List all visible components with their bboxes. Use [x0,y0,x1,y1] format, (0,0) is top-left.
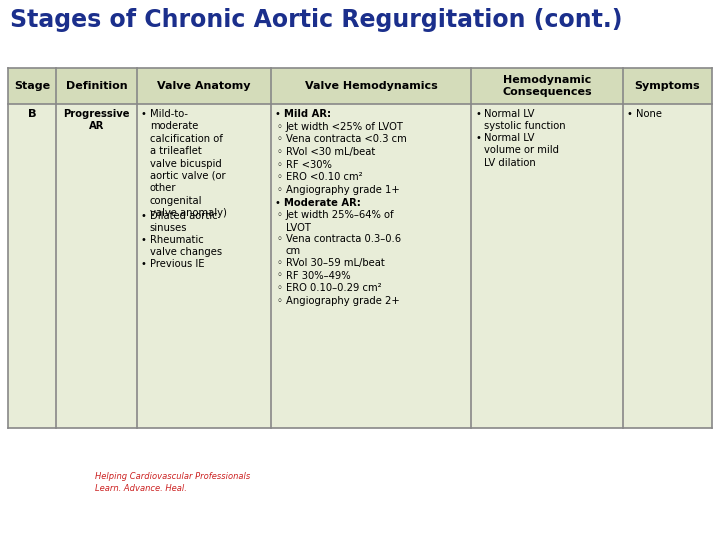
Text: Dilated aortic
sinuses: Dilated aortic sinuses [150,211,217,233]
Text: •: • [274,198,281,207]
Text: ERO <0.10 cm²: ERO <0.10 cm² [286,172,362,183]
Text: Stage: Stage [14,81,50,91]
Text: ◦: ◦ [276,210,282,220]
Text: Normal LV
systolic function: Normal LV systolic function [485,109,566,131]
Text: RVol <30 mL/beat: RVol <30 mL/beat [286,147,375,157]
Text: •: • [141,109,147,119]
Bar [8,68,712,428]
Text: Jet width <25% of LVOT: Jet width <25% of LVOT [286,122,403,132]
Text: •: • [626,109,632,119]
Text: •: • [274,109,281,119]
Text: •: • [475,109,481,119]
Text: •: • [141,235,147,245]
Text: ◦: ◦ [276,258,282,268]
Text: Hemodynamic
Consequences: Hemodynamic Consequences [502,75,592,97]
Text: None: None [636,109,662,119]
Text: Valve Anatomy: Valve Anatomy [157,81,251,91]
Text: Valve Hemodynamics: Valve Hemodynamics [305,81,437,91]
Text: Symptoms: Symptoms [634,81,700,91]
Text: •: • [475,133,481,143]
Text: Jet width 25%–64% of
LVOT: Jet width 25%–64% of LVOT [286,210,395,233]
Text: Helping Cardiovascular Professionals
Learn. Advance. Heal.: Helping Cardiovascular Professionals Lea… [95,472,251,493]
Text: Rheumatic
valve changes: Rheumatic valve changes [150,235,222,257]
Text: ◦: ◦ [276,122,282,132]
Text: •: • [141,211,147,221]
Text: ◦: ◦ [276,296,282,306]
Text: ◦: ◦ [276,147,282,157]
Text: Definition: Definition [66,81,127,91]
Text: Angiography grade 2+: Angiography grade 2+ [286,296,400,306]
Bar [8,68,712,104]
Text: Progressive
AR: Progressive AR [63,109,130,131]
Text: ◦: ◦ [276,234,282,244]
Text: Normal LV
volume or mild
LV dilation: Normal LV volume or mild LV dilation [485,133,559,167]
Text: Stages of Chronic Aortic Regurgitation (cont.): Stages of Chronic Aortic Regurgitation (… [10,8,623,32]
Text: ◦: ◦ [276,271,282,281]
Text: ERO 0.10–0.29 cm²: ERO 0.10–0.29 cm² [286,284,381,293]
Text: Angiography grade 1+: Angiography grade 1+ [286,185,400,195]
Text: Mild-to-
moderate
calcification of
a trileaflet
valve bicuspid
aortic valve (or
: Mild-to- moderate calcification of a tri… [150,109,227,218]
Text: Vena contracta 0.3–0.6
cm: Vena contracta 0.3–0.6 cm [286,234,401,256]
Text: RF 30%–49%: RF 30%–49% [286,271,350,281]
Text: Vena contracta <0.3 cm: Vena contracta <0.3 cm [286,134,406,144]
Text: Mild AR:: Mild AR: [284,109,330,119]
Text: Moderate AR:: Moderate AR: [284,198,361,207]
Text: ◦: ◦ [276,160,282,170]
Text: ◦: ◦ [276,134,282,144]
Text: Previous IE: Previous IE [150,259,204,268]
Text: B: B [27,109,36,119]
Text: ◦: ◦ [276,284,282,293]
Text: ◦: ◦ [276,172,282,183]
Text: RF <30%: RF <30% [286,160,331,170]
Text: •: • [141,259,147,268]
Text: ◦: ◦ [276,185,282,195]
Text: RVol 30–59 mL/beat: RVol 30–59 mL/beat [286,258,384,268]
